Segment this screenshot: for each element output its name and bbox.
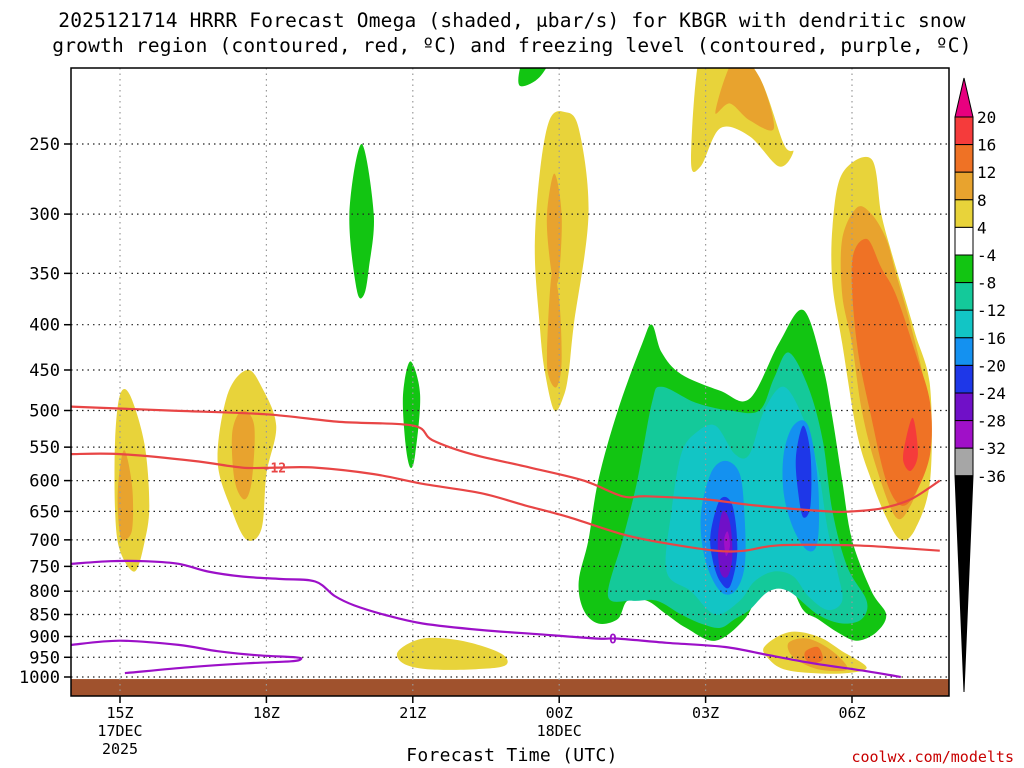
omega-region-12-18 <box>546 271 562 388</box>
colorbar-bottom-arrow <box>954 475 974 693</box>
colorbar-swatch-0 <box>954 116 974 146</box>
colorbar-label: 20 <box>977 108 996 127</box>
credit-text: coolwx.com/modelts <box>851 748 1014 766</box>
y-tick-label-900: 900 <box>29 627 60 647</box>
freezing-contour-1 <box>71 559 901 679</box>
x-axis-title: Forecast Time (UTC) <box>406 745 618 766</box>
colorbar-label: 4 <box>977 218 987 237</box>
freezing-contour-0 <box>71 639 303 675</box>
omega-region-neg4-27 <box>518 68 547 87</box>
gridlines-layer <box>71 68 949 696</box>
omega-region-12-17 <box>546 173 562 286</box>
colorbar-swatch-6 <box>954 282 974 311</box>
omega-region-8-12 <box>691 68 794 173</box>
colorbar-label: -12 <box>977 301 1006 320</box>
colorbar-label: -36 <box>977 467 1006 486</box>
colorbar-swatch-4 <box>954 226 974 256</box>
x-tick-label-18Z: 18Z <box>253 704 280 722</box>
y-tick-label-850: 850 <box>29 606 60 626</box>
x-tick-label-15Z: 15Z <box>106 704 133 722</box>
omega-region-20-24 <box>902 417 918 472</box>
x-tick-sublabel-2025: 2025 <box>102 740 138 758</box>
y-tick-label-1000: 1000 <box>19 668 60 688</box>
colorbar-label: -24 <box>977 384 1006 403</box>
x-tick-label-21Z: 21Z <box>399 704 426 722</box>
colorbar-swatch-1 <box>954 144 974 173</box>
x-tick-label-06Z: 06Z <box>838 704 865 722</box>
x-tick-sublabel-18DEC: 18DEC <box>537 722 582 740</box>
omega-region-16-23 <box>804 646 823 664</box>
omega-region-neg28-36 <box>724 531 731 557</box>
dgz-contour-label: -12 <box>263 462 286 477</box>
terrain-strip <box>71 679 949 696</box>
colorbar-swatch-7 <box>954 309 974 339</box>
axes-layer: 2503003504004505005506006507007508008509… <box>19 67 950 758</box>
omega-region-neg20-34 <box>795 425 812 518</box>
x-tick-sublabel-17DEC: 17DEC <box>97 722 142 740</box>
chart-title-line-2: growth region (contoured, red, ºC) and f… <box>52 34 972 57</box>
colorbar-label: 16 <box>977 136 996 155</box>
colorbar-label: -8 <box>977 274 996 293</box>
colorbar-top-arrow <box>954 77 974 118</box>
plot-frame <box>70 67 950 697</box>
chart-title-line-1: 2025121714 HRRR Forecast Omega (shaded, … <box>58 9 966 32</box>
colorbar-label: 8 <box>977 191 987 210</box>
omega-region-4-1 <box>358 370 408 436</box>
colorbar-swatch-12 <box>954 447 974 477</box>
colorbar-swatch-2 <box>954 171 974 201</box>
terrain-layer <box>71 679 949 696</box>
omega-region-4-4 <box>631 657 667 674</box>
colorbar-swatch-5 <box>954 254 974 284</box>
y-tick-label-950: 950 <box>29 648 60 668</box>
y-tick-label-650: 650 <box>29 502 60 522</box>
colorbar: 20 16 12 8 4 -4 -8 -12 -16 -20 -24 -28 -32 -36 <box>954 77 1006 693</box>
colorbar-label: -4 <box>977 246 996 265</box>
colorbar-swatch-10 <box>954 392 974 422</box>
chart-title: 2025121714 HRRR Forecast Omega (shaded, … <box>0 8 1024 58</box>
y-tick-label-250: 250 <box>29 135 60 155</box>
omega-region-12-16 <box>231 410 255 500</box>
contour-lines-layer: -12 0 <box>71 405 941 679</box>
omega-region-neg4-25 <box>349 144 375 299</box>
y-tick-label-550: 550 <box>29 438 60 458</box>
omega-region-8-11 <box>396 637 508 670</box>
y-tick-label-300: 300 <box>29 205 60 225</box>
dgz-contour-0 <box>71 452 940 553</box>
colorbar-label: -28 <box>977 412 1006 431</box>
colorbar-label: -32 <box>977 439 1006 458</box>
y-tick-label-800: 800 <box>29 582 60 602</box>
colorbar-swatch-3 <box>954 199 974 228</box>
colorbar-label: -20 <box>977 356 1006 375</box>
omega-region-12-19 <box>715 68 774 131</box>
y-tick-label-500: 500 <box>29 402 60 422</box>
freezing-contour-label: 0 <box>609 633 617 648</box>
y-tick-label-450: 450 <box>29 361 60 381</box>
y-tick-label-700: 700 <box>29 531 60 551</box>
y-tick-label-400: 400 <box>29 316 60 336</box>
colorbar-label: -16 <box>977 329 1006 348</box>
omega-region-12-15 <box>117 450 134 541</box>
x-tick-label-00Z: 00Z <box>546 704 573 722</box>
y-tick-label-750: 750 <box>29 557 60 577</box>
omega-region-neg4-26 <box>402 361 421 469</box>
y-tick-label-350: 350 <box>29 264 60 284</box>
omega-region-4-0 <box>104 144 309 679</box>
x-tick-label-03Z: 03Z <box>692 704 719 722</box>
colorbar-swatch-8 <box>954 337 974 366</box>
colorbar-swatch-11 <box>954 420 974 449</box>
colorbar-label: 12 <box>977 163 996 182</box>
colorbar-swatch-9 <box>954 364 974 394</box>
y-tick-label-600: 600 <box>29 472 60 492</box>
dgz-contour-1 <box>71 405 941 514</box>
omega-shading-layer <box>71 68 949 696</box>
